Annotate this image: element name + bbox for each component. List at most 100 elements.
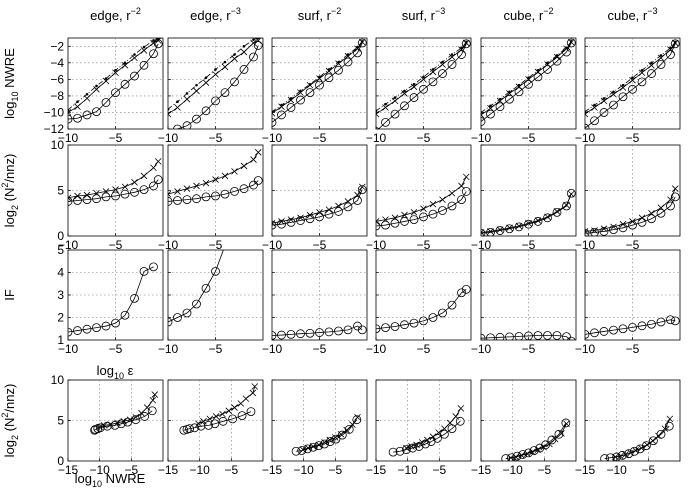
panel-r1-c2: −10 −5 bbox=[158, 37, 264, 145]
marker-circle bbox=[344, 425, 354, 434]
plot-area bbox=[585, 185, 680, 236]
marker-circle bbox=[518, 450, 528, 459]
marker-circle bbox=[230, 77, 239, 87]
row-ylabel: log2 (N2/nnz) bbox=[0, 384, 20, 458]
marker-circle bbox=[272, 331, 277, 340]
marker-cross bbox=[481, 111, 485, 119]
x-tick-label: −5 bbox=[313, 342, 327, 356]
marker-cross bbox=[254, 148, 262, 156]
marker-dot bbox=[460, 46, 463, 50]
marker-cross bbox=[585, 110, 589, 118]
marker-circle bbox=[201, 106, 211, 116]
marker-circle bbox=[419, 84, 428, 94]
marker-circle bbox=[68, 197, 73, 206]
marker-circle bbox=[566, 38, 576, 48]
marker-dot bbox=[441, 60, 444, 64]
marker-cross bbox=[515, 222, 523, 230]
x-tick-label: −10 bbox=[58, 342, 79, 356]
marker-circle bbox=[524, 79, 533, 89]
marker-cross bbox=[168, 190, 172, 198]
marker-cross bbox=[376, 218, 380, 225]
marker-cross bbox=[671, 185, 679, 192]
marker-circle bbox=[120, 189, 130, 199]
panel-r3-c5: −10 −5 bbox=[471, 249, 577, 356]
marker-circle bbox=[272, 117, 277, 127]
column-titles: edge, r−2 edge, r−3 surf, r−2 surf, r−3 cube… bbox=[90, 6, 657, 23]
marker-cross bbox=[401, 90, 408, 97]
marker-cross bbox=[168, 110, 172, 118]
marker-cross bbox=[121, 62, 129, 69]
series-line-cross bbox=[168, 152, 259, 195]
x-tick-label: −5 bbox=[522, 131, 536, 145]
marker-cross bbox=[343, 426, 351, 434]
marker-circle bbox=[628, 322, 637, 332]
marker-circle bbox=[447, 300, 457, 310]
marker-dot bbox=[289, 97, 293, 100]
marker-cross bbox=[382, 104, 389, 111]
marker-circle bbox=[381, 220, 390, 230]
marker-cross bbox=[138, 409, 145, 417]
marker-dot bbox=[393, 96, 397, 99]
marker-cross bbox=[102, 77, 110, 85]
marker-dot bbox=[412, 83, 416, 86]
plot-area bbox=[376, 284, 471, 334]
x-tick-label: −10 bbox=[471, 131, 492, 145]
marker-circle bbox=[82, 324, 92, 334]
marker-circle bbox=[130, 71, 139, 81]
marker-circle bbox=[400, 101, 409, 111]
x-tick-label: −10 bbox=[575, 131, 596, 145]
xlabel-log10-nwre: log10 NWRE bbox=[75, 471, 146, 489]
marker-circle bbox=[68, 327, 73, 337]
column-title: cube, r−3 bbox=[607, 6, 657, 23]
marker-dot bbox=[659, 54, 663, 57]
marker-dot bbox=[508, 90, 511, 94]
marker-cross bbox=[202, 179, 210, 187]
x-tick-label: −5 bbox=[626, 131, 640, 145]
marker-cross bbox=[221, 172, 229, 180]
x-tick-label: −10 bbox=[262, 238, 283, 252]
marker-cross bbox=[174, 188, 181, 195]
marker-cross bbox=[202, 79, 210, 86]
marker-circle bbox=[637, 217, 647, 227]
marker-cross bbox=[149, 396, 157, 404]
marker-cross bbox=[242, 395, 250, 402]
marker-circle bbox=[562, 332, 571, 340]
marker-cross bbox=[219, 410, 226, 418]
marker-circle bbox=[314, 441, 324, 451]
marker-circle bbox=[628, 220, 637, 230]
marker-circle bbox=[455, 416, 465, 426]
marker-dot bbox=[517, 83, 521, 87]
marker-circle bbox=[286, 103, 296, 112]
marker-cross bbox=[325, 67, 333, 75]
marker-dot bbox=[223, 60, 227, 64]
marker-dot bbox=[569, 40, 573, 43]
marker-cross bbox=[666, 415, 674, 423]
marker-dot bbox=[256, 38, 260, 40]
marker-circle bbox=[334, 65, 343, 75]
marker-circle bbox=[609, 100, 618, 110]
marker-dot bbox=[640, 68, 644, 72]
marker-circle bbox=[395, 446, 405, 456]
series-line-circle bbox=[376, 289, 467, 330]
marker-circle bbox=[428, 313, 438, 322]
marker-circle bbox=[438, 69, 447, 78]
panel-r4-c5: −15 −10 −5 bbox=[471, 379, 577, 477]
column-title: cube, r−2 bbox=[503, 6, 553, 23]
marker-circle bbox=[149, 49, 158, 59]
marker-circle bbox=[535, 443, 545, 453]
marker-cross bbox=[212, 413, 220, 420]
x-tick-label: −5 bbox=[417, 131, 431, 145]
panel-r4-c2: −15 −10 −5 bbox=[158, 379, 264, 477]
marker-circle bbox=[334, 207, 343, 216]
marker-circle bbox=[308, 442, 318, 452]
marker-circle bbox=[343, 325, 353, 335]
marker-circle bbox=[110, 420, 120, 430]
column-title: edge, r−3 bbox=[190, 6, 241, 23]
x-tick-label: −15 bbox=[575, 463, 596, 477]
marker-cross bbox=[439, 196, 446, 203]
series-line-circle bbox=[272, 325, 363, 336]
marker-dot bbox=[123, 61, 127, 65]
panel-r2-c6: −10 −5 bbox=[575, 144, 681, 252]
marker-circle bbox=[139, 60, 149, 70]
x-tick-label: −5 bbox=[209, 238, 223, 252]
